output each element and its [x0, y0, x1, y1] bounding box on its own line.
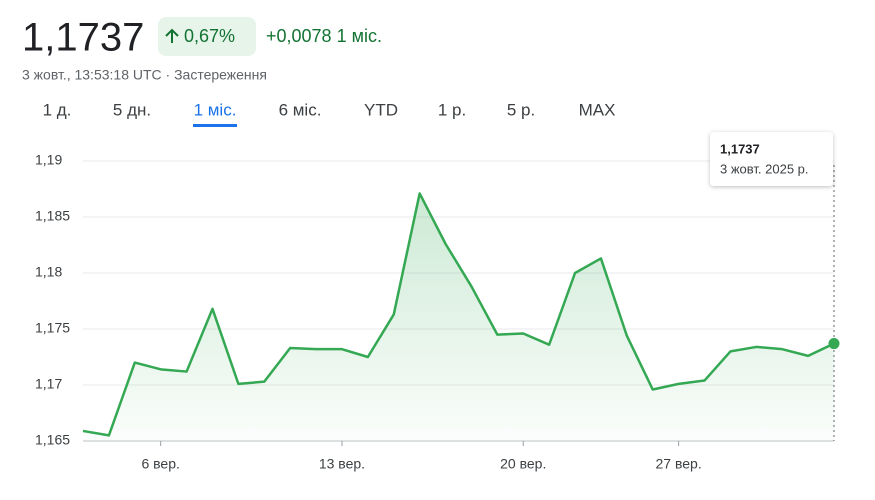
- tab[interactable]: 1 д.: [43, 100, 72, 119]
- tab[interactable]: 6 міс.: [279, 100, 322, 119]
- change-badge: [158, 17, 256, 56]
- tab[interactable]: MAX: [579, 100, 616, 119]
- y-tick-label: 1,17: [35, 376, 62, 392]
- up-arrow: [165, 28, 179, 43]
- subtitle: 3 жовт., 13:53:18 UTC · Застереження: [22, 67, 267, 83]
- y-tick-label: 1,19: [35, 152, 62, 168]
- last-point: [828, 338, 840, 350]
- x-tick-label: 20 вер.: [500, 456, 546, 472]
- change-abs: +0,0078 1 міс.: [266, 26, 382, 46]
- area: [83, 193, 834, 441]
- y-tick-label: 1,165: [35, 432, 70, 448]
- y-tick-label: 1,175: [35, 320, 70, 336]
- tab[interactable]: 5 дн.: [113, 100, 151, 119]
- tab[interactable]: 1 р.: [438, 100, 466, 119]
- line: [82, 192, 835, 437]
- tab[interactable]: 1 міс.: [194, 100, 237, 119]
- x-tick-label: 13 вер.: [319, 456, 365, 472]
- tab-underline: [193, 124, 237, 127]
- tooltip-date: 3 жовт. 2025 р.: [720, 161, 809, 176]
- tooltip: [710, 132, 833, 186]
- y-tick-label: 1,185: [35, 208, 70, 224]
- x-tick-label: 27 вер.: [656, 456, 702, 472]
- tooltip-value: 1,1737: [720, 141, 760, 156]
- y-tick-label: 1,18: [35, 264, 62, 280]
- price: 1,1737: [22, 16, 144, 60]
- tab[interactable]: 5 р.: [507, 100, 535, 119]
- x-tick-label: 6 вер.: [141, 456, 179, 472]
- tab[interactable]: YTD: [364, 100, 398, 119]
- change-percent: 0,67%: [184, 26, 235, 46]
